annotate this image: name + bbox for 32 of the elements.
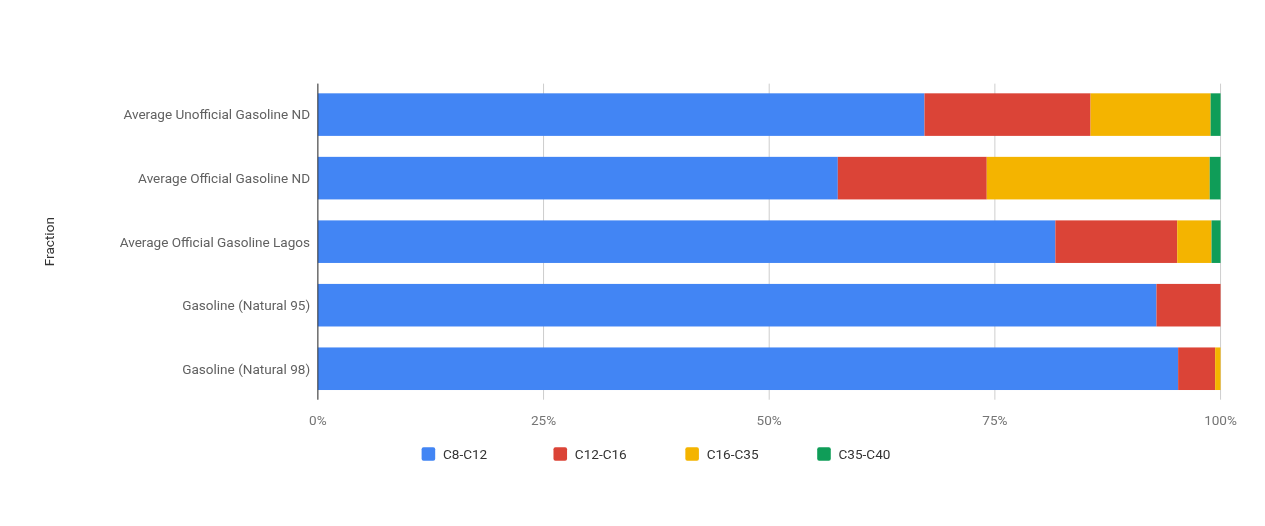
bar xyxy=(317,347,1179,391)
bar xyxy=(317,93,925,136)
y-tick-label: Gasoline (Natural 95) xyxy=(182,297,311,314)
x-tick-label: 50% xyxy=(756,411,782,428)
bar xyxy=(837,156,987,200)
bar xyxy=(1090,93,1211,136)
bar xyxy=(317,283,1157,327)
y-tick-label: Average Official Gasoline Lagos xyxy=(119,233,311,250)
x-tick-label: 75% xyxy=(982,411,1008,428)
y-axis-title: Fraction xyxy=(41,217,58,267)
bar xyxy=(317,220,1056,263)
bar xyxy=(317,156,838,200)
legend-label: C16-C35 xyxy=(706,445,759,462)
x-tick-label: 25% xyxy=(530,411,557,428)
bar xyxy=(1209,156,1221,200)
bar xyxy=(1211,220,1221,263)
bar xyxy=(1215,347,1221,391)
bar xyxy=(1156,283,1221,327)
y-tick-label: Average Unofficial Gasoline ND xyxy=(123,106,311,123)
legend-label: C35-C40 xyxy=(838,445,891,462)
y-tick-label: Gasoline (Natural 98) xyxy=(182,360,311,377)
legend-label: C12-C16 xyxy=(574,445,627,462)
bar xyxy=(986,156,1210,200)
legend-label: C8-C12 xyxy=(442,445,488,462)
x-tick-label: 100% xyxy=(1204,411,1238,428)
bar xyxy=(1210,93,1221,136)
bar xyxy=(924,93,1091,136)
bar xyxy=(1178,347,1216,391)
x-tick-label: 0% xyxy=(309,411,327,428)
y-tick-label: Average Official Gasoline ND xyxy=(138,169,311,186)
bar xyxy=(1055,220,1178,263)
bar xyxy=(1177,220,1212,263)
